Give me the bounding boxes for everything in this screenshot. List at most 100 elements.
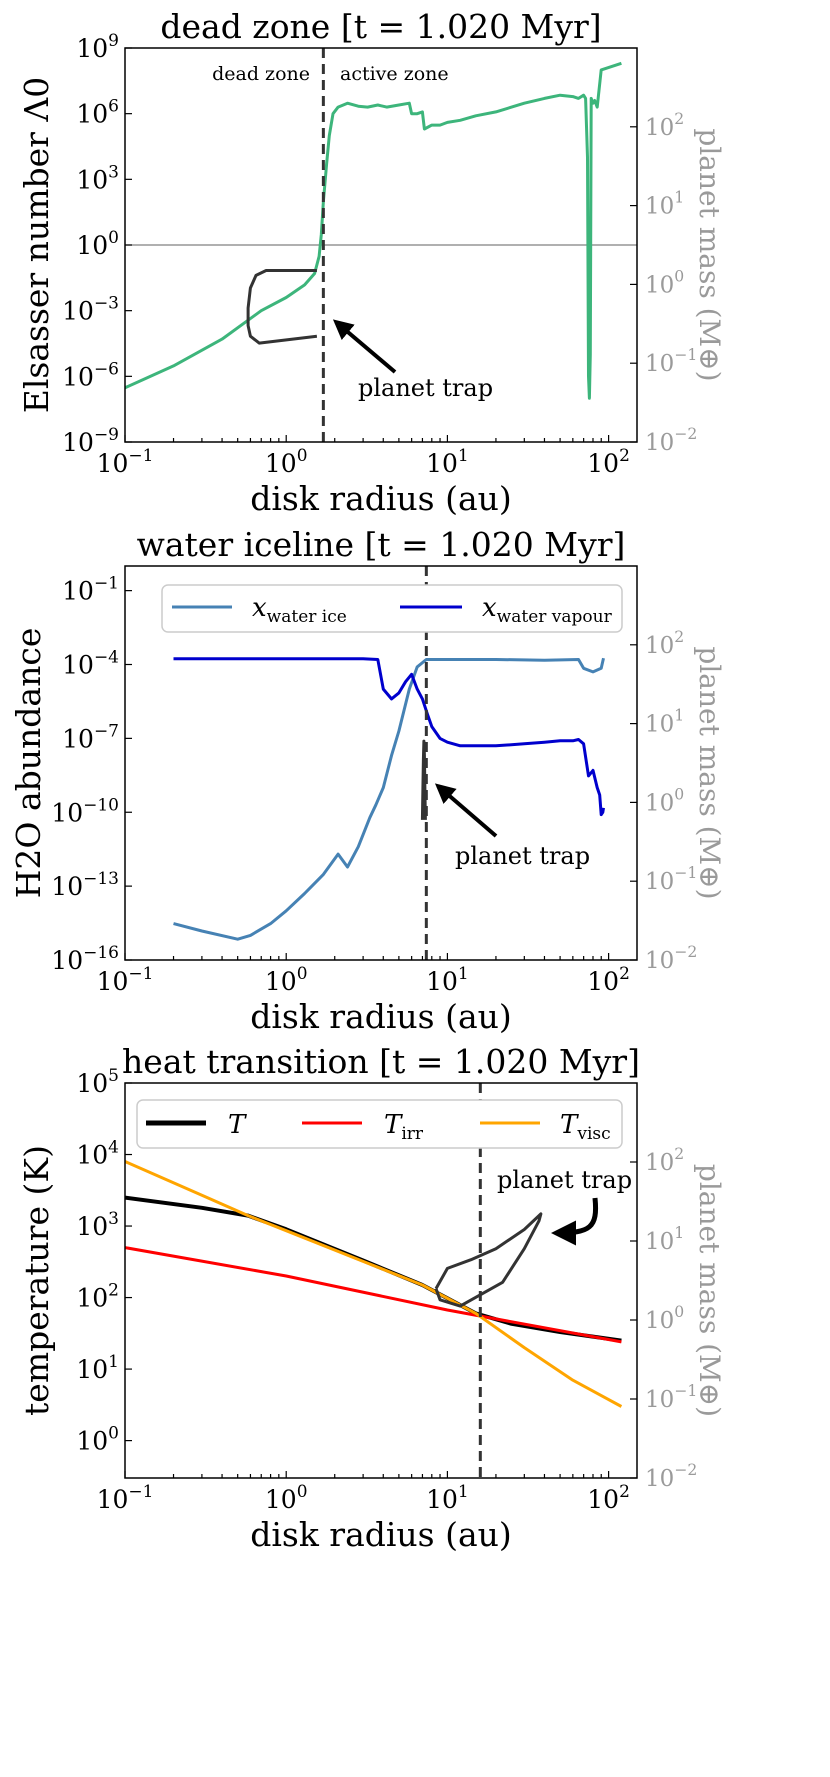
y-axis-right: 10−2 10−1 100 101 102 xyxy=(630,1144,697,1492)
right-tick-label: 10−2 xyxy=(645,1460,697,1492)
legend: T Tirr Tvisc xyxy=(136,1099,623,1149)
legend-label-ice: xwater ice xyxy=(252,593,347,627)
x-tick-label: 10−1 xyxy=(97,1482,154,1514)
right-tick-label: 100 xyxy=(645,784,684,816)
x-tick-label: 102 xyxy=(587,446,630,478)
x-axis: 10−1 100 101 102 xyxy=(97,435,630,478)
right-tick-label: 10−2 xyxy=(645,424,697,456)
right-tick-label: 102 xyxy=(645,1144,684,1176)
y-axis: 10−16 10−13 10−10 10−7 10−4 10−1 xyxy=(51,574,132,975)
series-line-1 xyxy=(125,1195,622,1343)
panel-3: 10−1 100 101 10210010110210310410510−210−11… xyxy=(17,1042,726,1554)
x-tick-label: 100 xyxy=(265,1482,308,1514)
y-tick-label: 10−7 xyxy=(62,721,119,753)
dead-zone-label: dead zone xyxy=(212,63,310,85)
y-tick-label: 10−9 xyxy=(62,425,119,457)
x-axis: 10−1 100 101 102 xyxy=(97,1471,630,1514)
right-tick-label: 10−2 xyxy=(645,942,697,974)
active-zone-label: active zone xyxy=(340,63,449,85)
planet-trap-track xyxy=(434,1212,543,1308)
right-tick-label: 102 xyxy=(645,109,684,141)
right-tick-label: 10−1 xyxy=(645,345,697,377)
legend-label-vapour: xwater vapour xyxy=(482,593,613,627)
y-axis: 10−9 10−6 10−3 100 103 106 109 xyxy=(62,31,132,457)
y-axis-label: temperature (K) xyxy=(17,1145,56,1416)
legend: xwater ice xwater vapour xyxy=(161,584,623,633)
x-tick-label: 101 xyxy=(426,964,469,996)
y-tick-label: 100 xyxy=(76,228,119,260)
right-tick-label: 100 xyxy=(645,266,684,298)
series-line-1 xyxy=(125,61,622,400)
x-tick-label: 10−1 xyxy=(97,446,154,478)
annotation-arrow xyxy=(332,319,397,374)
panel-2: 10−1 100 101 10210−1610−1310−1010−710−410−1… xyxy=(9,525,726,1036)
x-tick-label: 100 xyxy=(265,446,308,478)
y-axis: 100 101 102 103 104 105 xyxy=(76,1066,132,1456)
y-tick-label: 103 xyxy=(76,1209,119,1241)
y-tick-label: 106 xyxy=(76,97,119,129)
y-tick-label: 101 xyxy=(76,1352,119,1384)
series-line-1 xyxy=(173,657,605,941)
chart-title: dead zone [t = 1.020 Myr] xyxy=(160,7,601,46)
plot-area xyxy=(125,48,637,442)
y-tick-label: 10−3 xyxy=(62,294,119,326)
y-tick-label: 10−6 xyxy=(62,359,119,391)
y-tick-label: 10−13 xyxy=(51,869,119,901)
right-tick-label: 100 xyxy=(645,1302,684,1334)
right-tick-label: 101 xyxy=(645,188,684,220)
y-tick-label: 109 xyxy=(76,31,119,63)
y-tick-label: 100 xyxy=(76,1424,119,1456)
y-tick-label: 103 xyxy=(76,162,119,194)
x-tick-label: 101 xyxy=(426,446,469,478)
y-axis-label: H2O abundance xyxy=(9,628,48,899)
x-tick-label: 102 xyxy=(587,964,630,996)
planet-trap-label: planet trap xyxy=(455,842,590,870)
legend-box xyxy=(136,1099,623,1149)
axes-frame xyxy=(124,565,638,961)
right-axis-label: planet mass (M⊕) xyxy=(693,128,726,381)
series-line-3 xyxy=(125,1160,623,1408)
right-axis-label: planet mass (M⊕) xyxy=(693,1164,726,1417)
panel-1: 10−1 100 101 10210−910−610−310010310610910−… xyxy=(17,7,726,518)
planet-trap-track xyxy=(246,269,318,345)
series-line-2 xyxy=(173,657,605,817)
planet-trap-label: planet trap xyxy=(497,1166,632,1194)
y-tick-label: 102 xyxy=(76,1281,119,1313)
planet-trap-label: planet trap xyxy=(358,374,493,402)
x-tick-label: 102 xyxy=(587,1482,630,1514)
right-tick-label: 101 xyxy=(645,706,684,738)
y-tick-label: 104 xyxy=(76,1138,119,1170)
y-tick-label: 105 xyxy=(76,1066,119,1098)
y-tick-label: 10−1 xyxy=(62,574,119,606)
axes-frame xyxy=(124,1082,638,1479)
planet-trap-track xyxy=(420,739,427,820)
legend-label-Tirr: Tirr xyxy=(384,1110,424,1144)
x-axis: 10−1 100 101 102 xyxy=(97,953,630,996)
legend-label-T: T xyxy=(228,1110,247,1140)
x-tick-label: 100 xyxy=(265,964,308,996)
right-axis-label: planet mass (M⊕) xyxy=(693,646,726,899)
right-tick-label: 10−1 xyxy=(645,863,697,895)
plot-area xyxy=(125,1083,623,1478)
chart-title: heat transition [t = 1.020 Myr] xyxy=(122,1042,640,1081)
legend-box xyxy=(161,584,623,633)
right-tick-label: 101 xyxy=(645,1223,684,1255)
y-tick-label: 10−16 xyxy=(51,943,119,975)
y-tick-label: 10−10 xyxy=(51,795,119,827)
annotation-arrow xyxy=(551,1197,599,1246)
chart-title: water iceline [t = 1.020 Myr] xyxy=(137,525,626,564)
annotation-arrow xyxy=(434,783,498,838)
x-axis-label: disk radius (au) xyxy=(250,1515,512,1554)
x-tick-label: 10−1 xyxy=(97,964,154,996)
y-tick-label: 10−4 xyxy=(62,648,119,680)
right-tick-label: 10−1 xyxy=(645,1381,697,1413)
y-axis-right: 10−2 10−1 100 101 102 xyxy=(630,109,697,456)
series-line-2 xyxy=(125,1246,622,1344)
x-axis-label: disk radius (au) xyxy=(250,479,512,518)
x-tick-label: 101 xyxy=(426,1482,469,1514)
y-axis-label: Elsasser number Λ0 xyxy=(17,77,56,413)
legend-label-Tvisc: Tvisc xyxy=(560,1110,611,1144)
right-tick-label: 102 xyxy=(645,627,684,659)
y-axis-right: 10−2 10−1 100 101 102 xyxy=(630,627,697,974)
